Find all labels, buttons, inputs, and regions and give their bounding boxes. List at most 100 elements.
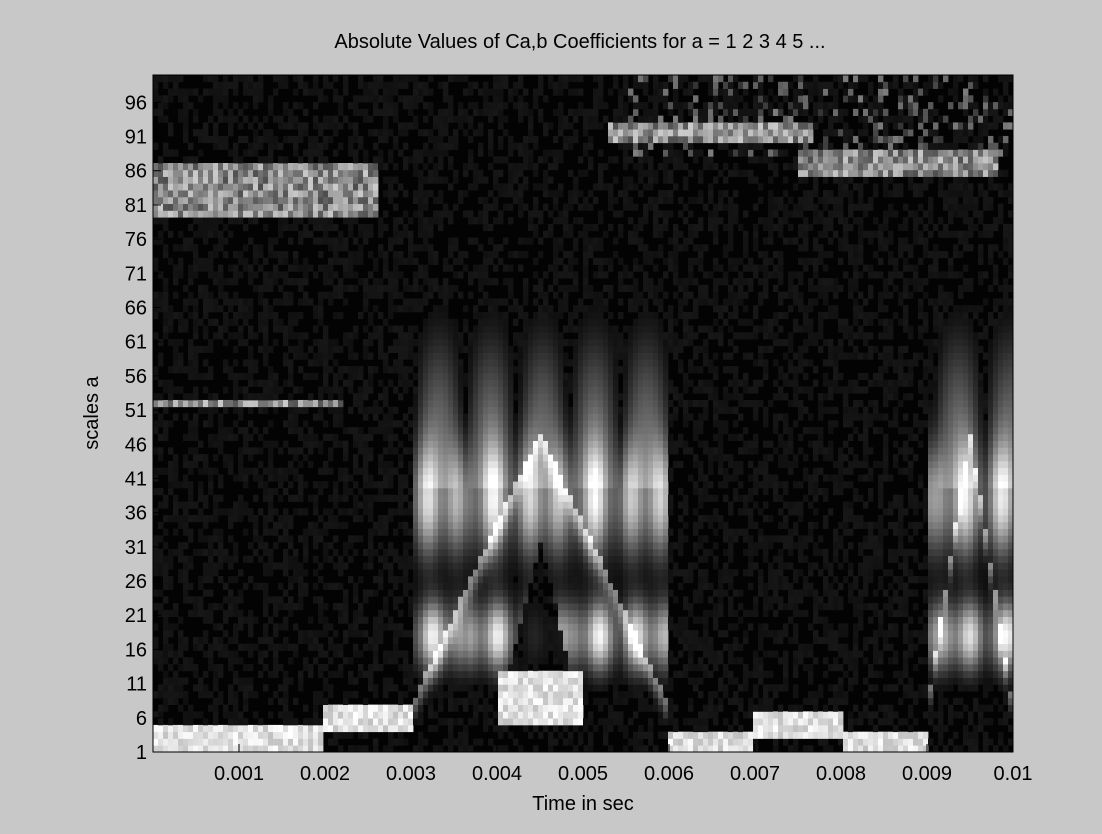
heatmap-cell — [163, 616, 169, 624]
heatmap-cell — [383, 494, 389, 502]
heatmap-cell — [543, 413, 549, 421]
heatmap-cell — [398, 562, 404, 570]
heatmap-cell — [483, 494, 489, 502]
heatmap-cell — [208, 372, 214, 381]
heatmap-cell — [543, 298, 549, 306]
heatmap-cell — [298, 352, 304, 360]
heatmap-cell — [163, 569, 169, 577]
heatmap-cell — [508, 657, 514, 665]
heatmap-cell — [488, 542, 494, 550]
heatmap-cell — [508, 704, 514, 712]
heatmap-cell — [288, 406, 294, 414]
heatmap-cell — [453, 75, 459, 83]
heatmap-cell — [313, 169, 319, 177]
heatmap-cell — [178, 643, 184, 651]
heatmap-cell — [213, 169, 219, 177]
heatmap-cell — [408, 339, 414, 347]
heatmap-cell — [393, 217, 399, 225]
heatmap-cell — [168, 75, 174, 83]
heatmap-cell — [523, 528, 529, 536]
heatmap-cell — [343, 217, 349, 225]
heatmap-cell — [253, 284, 259, 293]
heatmap-cell — [323, 75, 329, 83]
heatmap-cell — [393, 684, 399, 692]
heatmap-cell — [323, 555, 329, 563]
heatmap-cell — [408, 724, 414, 733]
heatmap-cell — [383, 122, 389, 130]
heatmap-cell — [438, 81, 444, 89]
heatmap-cell — [233, 596, 239, 604]
heatmap-cell — [273, 521, 279, 529]
heatmap-cell — [418, 528, 424, 536]
heatmap-cell — [173, 474, 179, 482]
heatmap-cell — [498, 548, 504, 557]
heatmap-cell — [178, 108, 184, 117]
heatmap-cell — [163, 196, 169, 205]
heatmap-cell — [498, 433, 504, 441]
heatmap-cell — [323, 223, 329, 232]
heatmap-cell — [388, 440, 394, 448]
heatmap-cell — [448, 636, 454, 645]
heatmap-cell — [183, 108, 189, 117]
heatmap-cell — [173, 88, 179, 96]
heatmap-cell — [508, 630, 514, 638]
heatmap-cell — [393, 636, 399, 645]
heatmap-cell — [208, 663, 214, 672]
heatmap-cell — [318, 203, 324, 211]
heatmap-cell — [548, 386, 554, 394]
heatmap-cell — [543, 609, 549, 617]
heatmap-cell — [553, 575, 559, 584]
heatmap-cell — [468, 650, 474, 658]
heatmap-cell — [528, 156, 534, 164]
heatmap-cell — [478, 691, 484, 699]
heatmap-cell — [543, 230, 549, 238]
heatmap-cell — [513, 704, 519, 712]
heatmap-cell — [543, 711, 549, 719]
heatmap-cell — [313, 413, 319, 421]
heatmap-cell — [433, 379, 439, 387]
heatmap-cell — [433, 657, 439, 665]
heatmap-cell — [383, 95, 389, 103]
heatmap-cell — [443, 393, 449, 401]
heatmap-cell — [473, 589, 479, 597]
heatmap-cell — [208, 196, 214, 205]
heatmap-cell — [298, 630, 304, 638]
heatmap-cell — [548, 467, 554, 475]
heatmap-cell — [393, 657, 399, 665]
heatmap-cell — [543, 596, 549, 604]
heatmap-cell — [468, 636, 474, 645]
heatmap-cell — [398, 325, 404, 333]
heatmap-cell — [243, 163, 249, 171]
heatmap-cell — [433, 548, 439, 557]
heatmap-cell — [258, 251, 264, 259]
heatmap-cell — [493, 467, 499, 475]
heatmap-cell — [398, 440, 404, 448]
heatmap-cell — [528, 379, 534, 387]
heatmap-cell — [538, 386, 544, 394]
heatmap-cell — [513, 609, 519, 617]
heatmap-cell — [383, 190, 389, 198]
heatmap-cell — [218, 575, 224, 584]
heatmap-cell — [363, 325, 369, 333]
heatmap-cell — [493, 724, 499, 733]
heatmap-cell — [258, 284, 264, 293]
heatmap-cell — [223, 203, 229, 211]
heatmap-cell — [283, 210, 289, 218]
heatmap-cell — [233, 704, 239, 712]
heatmap-cell — [488, 582, 494, 590]
heatmap-cell — [353, 454, 359, 462]
heatmap-cell — [523, 359, 529, 367]
heatmap-cell — [373, 278, 379, 286]
heatmap-cell — [163, 731, 169, 739]
heatmap-cell — [243, 663, 249, 672]
heatmap-cell — [488, 427, 494, 435]
heatmap-cell — [168, 88, 174, 96]
heatmap-cell — [493, 555, 499, 563]
heatmap-cell — [353, 325, 359, 333]
heatmap-cell — [153, 420, 159, 428]
heatmap-cell — [228, 81, 234, 89]
heatmap-cell — [408, 366, 414, 374]
heatmap-cell — [293, 724, 299, 733]
heatmap-cell — [203, 650, 209, 658]
heatmap-cell — [543, 183, 549, 191]
